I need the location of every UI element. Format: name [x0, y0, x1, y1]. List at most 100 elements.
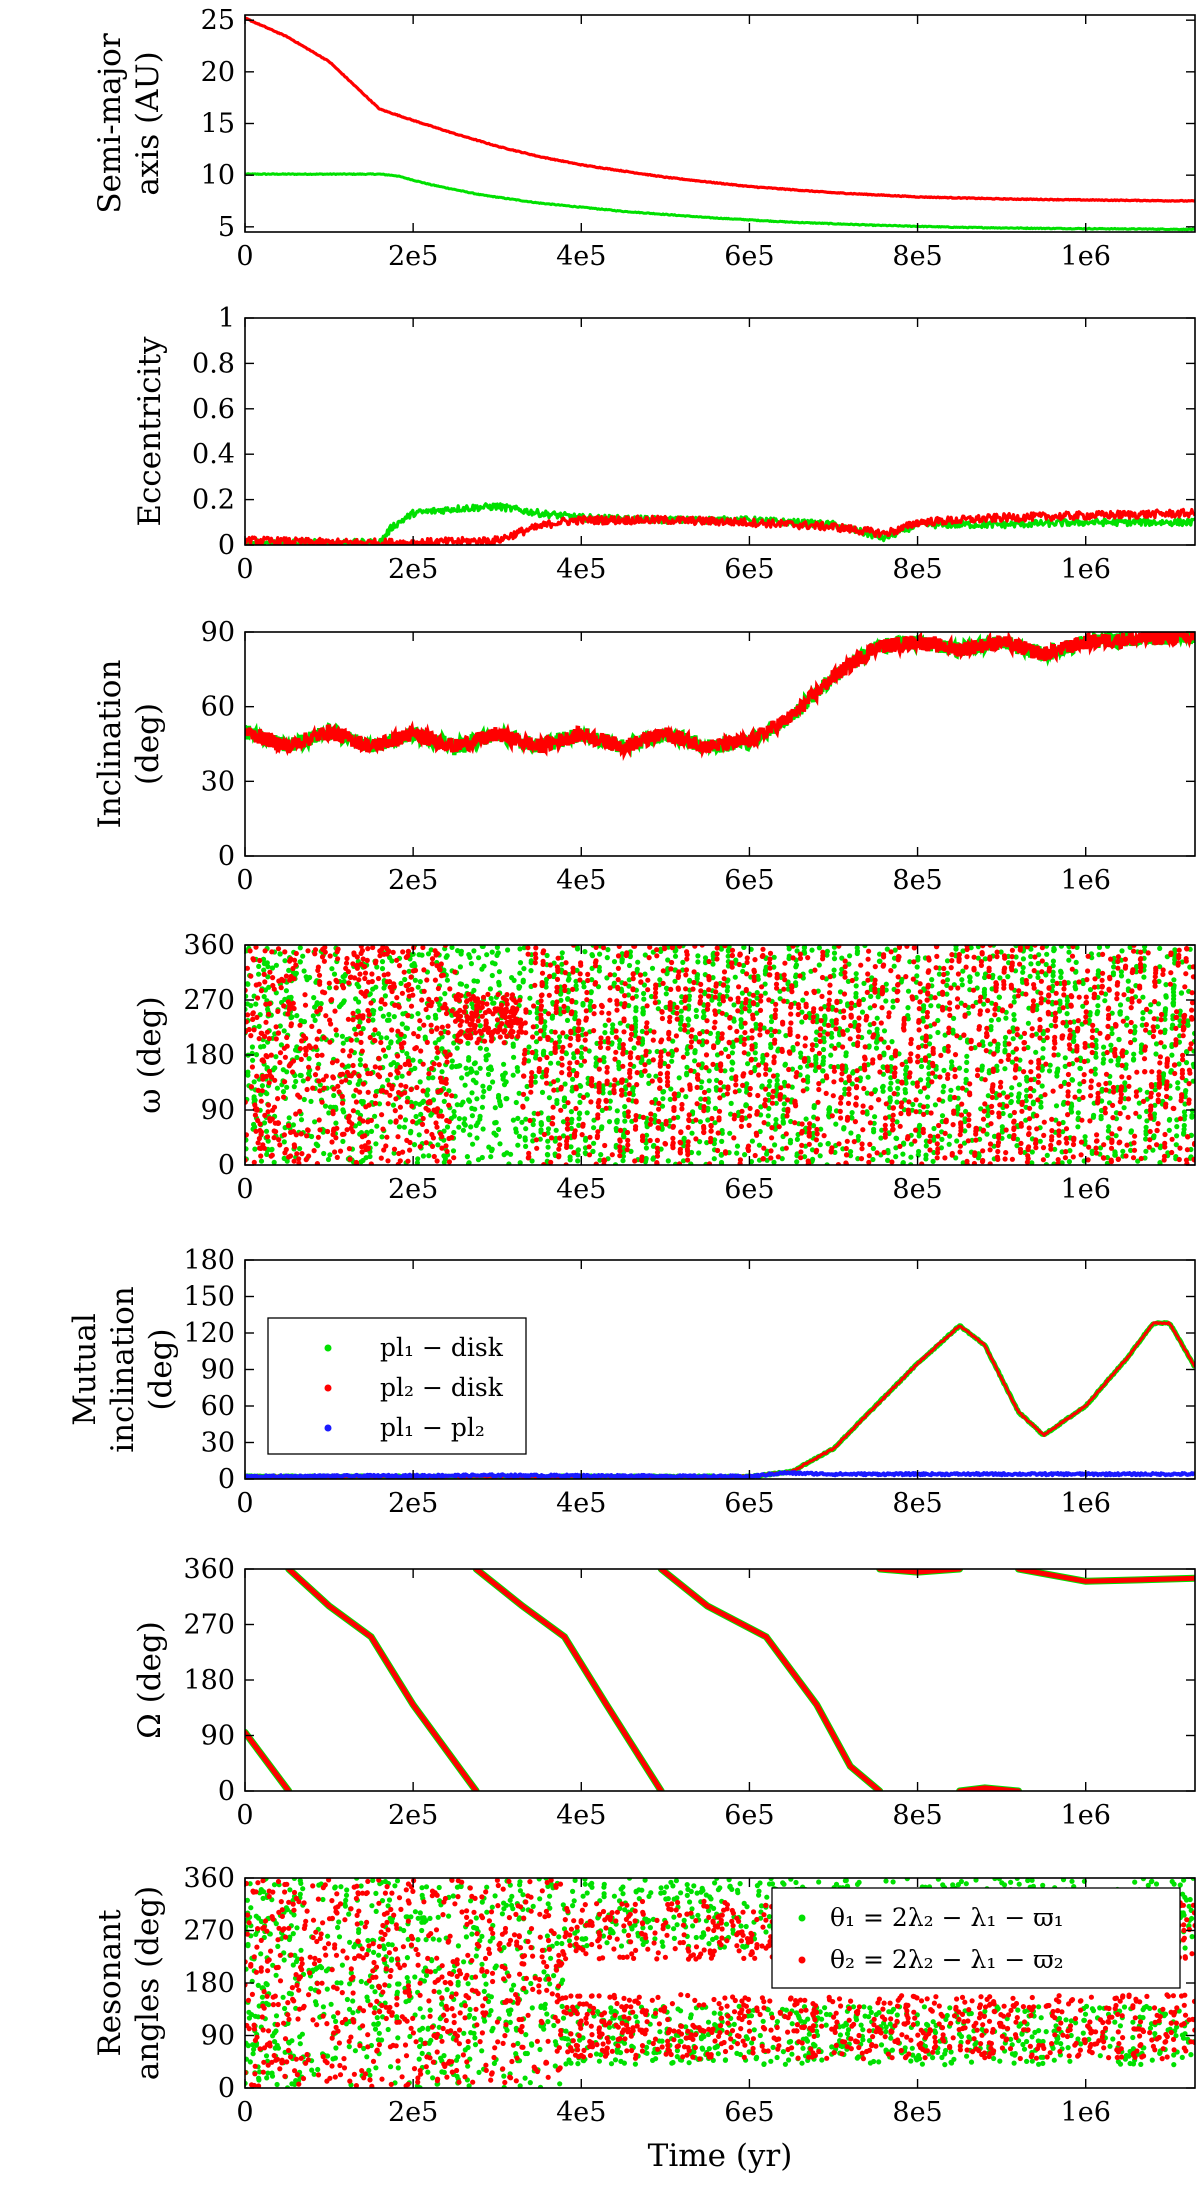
- y-tick-label: 15: [201, 109, 235, 140]
- y-tick-label: 360: [183, 930, 235, 961]
- series-planet2-semimajor: [245, 16, 1195, 203]
- y-tick-label: 0: [218, 1464, 235, 1495]
- node-longitude-segment-6: [957, 1785, 1021, 1791]
- panel-6: 0 90 180 270 360 0 2e5 4e5 6e5 8e5 1e6 Ω (deg): [132, 1554, 1196, 1831]
- panel-3: 0 30 60 90 0 2e5 4e5 6e5 8e5 1e6 Inclination (deg): [92, 617, 1196, 896]
- x-tick-label: 4e5: [556, 865, 606, 896]
- legend-entry: θ₁ = 2λ₂ − λ₁ − ϖ₁: [830, 1903, 1064, 1932]
- x-tick-label: 0: [236, 1488, 253, 1519]
- x-tick-label: 8e5: [892, 554, 942, 585]
- x-tick-label: 0: [236, 865, 253, 896]
- series-planet2-eccentricity: [245, 507, 1195, 545]
- plot-area: [245, 16, 1195, 232]
- node-longitude-segment-green-3: [472, 1569, 665, 1791]
- legend-entry: pl₂ − disk: [380, 1373, 504, 1402]
- plot-area: [245, 945, 1195, 1165]
- x-tick-label: 4e5: [556, 241, 606, 272]
- plot-area: [245, 502, 1195, 545]
- y-tick-label: 270: [183, 1610, 235, 1641]
- series-planet1-semimajor: [245, 172, 1195, 232]
- node-longitude-segment-4: [658, 1569, 883, 1791]
- y-axis-label: Mutual: [67, 1313, 103, 1426]
- plot-area: [245, 632, 1195, 762]
- x-tick-label: 1e6: [1061, 865, 1111, 896]
- legend-marker: [324, 1424, 332, 1432]
- x-tick-label: 2e5: [388, 1174, 438, 1205]
- x-tick-label: 6e5: [724, 241, 774, 272]
- x-tick-label: 0: [236, 554, 253, 585]
- y-tick-label: 0: [218, 2073, 235, 2104]
- y-tick-label: 30: [201, 1428, 235, 1459]
- x-axis-label: Time (yr): [648, 2138, 793, 2174]
- x-tick-label: 4e5: [556, 2097, 606, 2128]
- x-tick-label: 8e5: [892, 865, 942, 896]
- y-tick-label: 60: [201, 1391, 235, 1422]
- y-tick-label: 90: [201, 2021, 235, 2052]
- y-tick-label: 90: [201, 1355, 235, 1386]
- y-tick-label: 0: [218, 530, 235, 561]
- panel-7: 0 90 180 270 360 0 2e5 4e5 6e5 8e5 1e6 Resonant angl…: [92, 1863, 1196, 2174]
- y-tick-label: 20: [201, 57, 235, 88]
- x-tick-label: 8e5: [892, 1174, 942, 1205]
- y-axis-label: ω (deg): [132, 996, 168, 1113]
- series-pl1-pl2: [245, 1470, 1195, 1479]
- y-tick-label: 0: [218, 841, 235, 872]
- x-tick-label: 6e5: [724, 2097, 774, 2128]
- series-omega-planet2: [245, 945, 1195, 1165]
- y-tick-label: 360: [183, 1554, 235, 1585]
- x-tick-label: 2e5: [388, 241, 438, 272]
- x-tick-label: 1e6: [1061, 1488, 1111, 1519]
- legend-marker: [798, 1914, 806, 1922]
- plot-area: [245, 1320, 1195, 1479]
- y-tick-label: 1: [218, 303, 235, 334]
- legend-entry: θ₂ = 2λ₂ − λ₁ − ϖ₂: [830, 1945, 1064, 1974]
- x-tick-label: 6e5: [724, 1800, 774, 1831]
- x-tick-label: 4e5: [556, 1800, 606, 1831]
- y-axis-label: (deg): [130, 703, 166, 785]
- x-tick-label: 4e5: [556, 1488, 606, 1519]
- node-longitude-segment-1: [245, 1729, 292, 1791]
- series-planet1-eccentricity: [245, 502, 1195, 545]
- panel-1: 5 10 15 20 25 0 2e5 4e5 6e5 8e5 1e6 Semi-major axis …: [92, 5, 1196, 272]
- legend: θ₁ = 2λ₂ − λ₁ − ϖ₁ θ₂ = 2λ₂ − λ₁ − ϖ₂: [771, 1887, 1181, 1989]
- y-tick-label: 180: [183, 1968, 235, 1999]
- y-tick-label: 30: [201, 766, 235, 797]
- y-tick-label: 25: [201, 5, 235, 36]
- y-tick-label: 5: [218, 212, 235, 243]
- node-longitude-segment-green-2: [285, 1569, 480, 1791]
- y-tick-label: 90: [201, 617, 235, 648]
- y-tick-label: 90: [201, 1721, 235, 1752]
- legend-marker: [324, 1384, 332, 1392]
- legend-entry: pl₁ − disk: [380, 1333, 504, 1362]
- axes-frame: [244, 317, 1196, 546]
- x-tick-label: 8e5: [892, 1488, 942, 1519]
- y-tick-label: 90: [201, 1095, 235, 1126]
- y-tick-label: 180: [183, 1665, 235, 1696]
- y-tick-label: 270: [183, 1916, 235, 1947]
- y-tick-label: 180: [183, 1040, 235, 1071]
- node-longitude-segment-2: [286, 1569, 479, 1791]
- x-tick-label: 1e6: [1061, 554, 1111, 585]
- legend-entry: pl₁ − pl₂: [380, 1413, 485, 1442]
- x-tick-label: 2e5: [388, 1800, 438, 1831]
- x-tick-label: 8e5: [892, 1800, 942, 1831]
- x-tick-label: 2e5: [388, 1488, 438, 1519]
- x-tick-label: 8e5: [892, 241, 942, 272]
- series-inclination: [245, 632, 1195, 762]
- x-tick-label: 1e6: [1061, 2097, 1111, 2128]
- x-tick-label: 0: [236, 1800, 253, 1831]
- y-axis-label: (deg): [143, 1328, 179, 1410]
- x-tick-label: 0: [236, 2097, 253, 2128]
- x-tick-label: 6e5: [724, 1174, 774, 1205]
- x-tick-label: 4e5: [556, 554, 606, 585]
- y-axis-label: Resonant: [92, 1909, 128, 2057]
- y-tick-label: 180: [183, 1245, 235, 1276]
- x-tick-label: 6e5: [724, 554, 774, 585]
- x-tick-label: 8e5: [892, 2097, 942, 2128]
- y-axis-label: axis (AU): [130, 51, 166, 195]
- x-tick-label: 0: [236, 241, 253, 272]
- x-tick-label: 1e6: [1061, 1174, 1111, 1205]
- x-tick-label: 1e6: [1061, 241, 1111, 272]
